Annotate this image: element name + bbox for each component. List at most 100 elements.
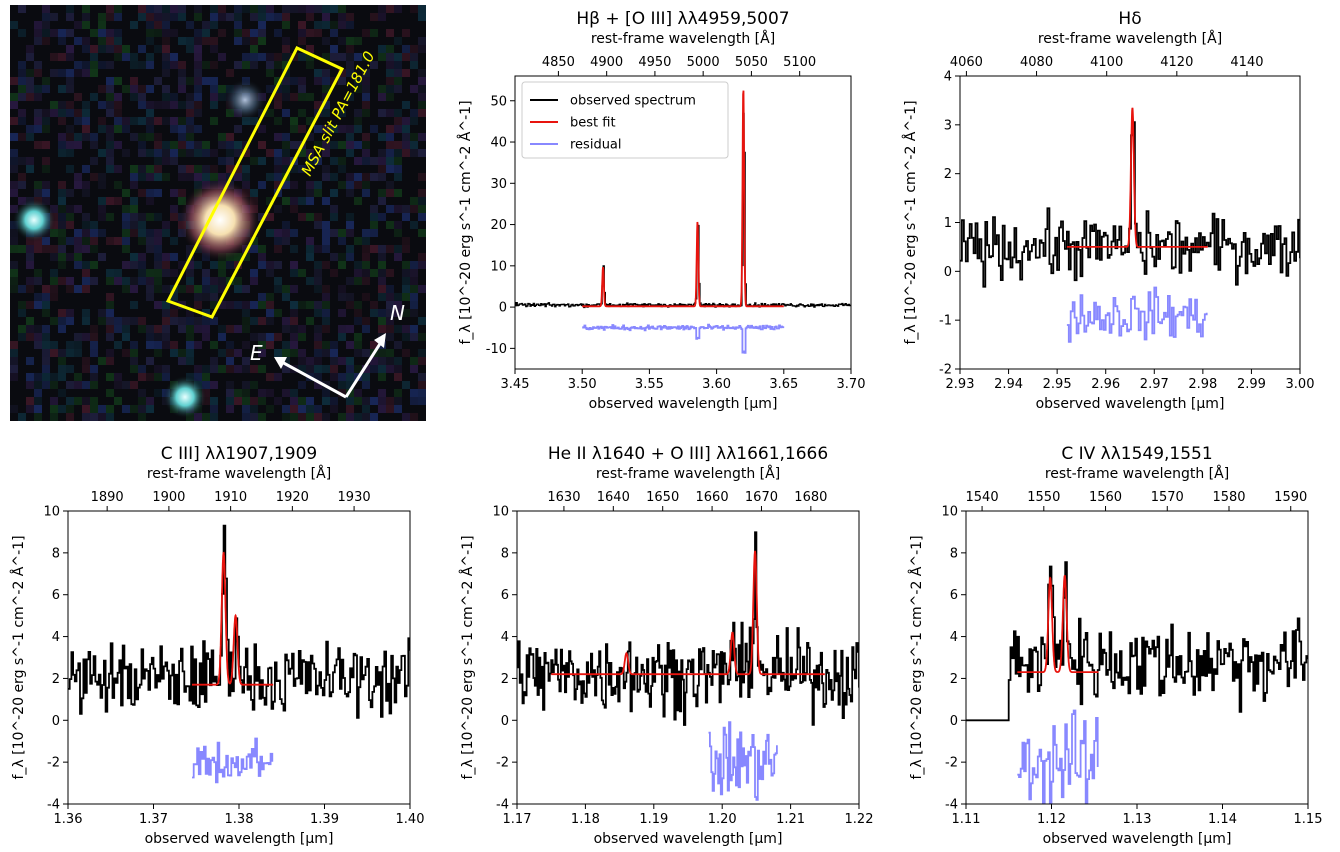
noise-pixel <box>210 5 218 13</box>
noise-pixel <box>242 5 250 13</box>
noise-pixel <box>138 237 146 245</box>
noise-pixel <box>98 213 106 221</box>
noise-pixel <box>290 165 298 173</box>
noise-pixel <box>10 365 18 373</box>
noise-pixel <box>226 133 234 141</box>
noise-pixel <box>322 69 330 77</box>
noise-pixel <box>186 277 194 285</box>
noise-pixel <box>146 245 154 253</box>
top-tick-label: 1660 <box>696 490 729 505</box>
noise-pixel <box>290 205 298 213</box>
noise-pixel <box>266 309 274 317</box>
noise-pixel <box>242 253 250 261</box>
noise-pixel <box>354 173 362 181</box>
y-tick-label: 1 <box>944 216 952 231</box>
noise-pixel <box>362 269 370 277</box>
noise-pixel <box>410 413 418 421</box>
noise-pixel <box>26 133 34 141</box>
noise-pixel <box>106 85 114 93</box>
noise-pixel <box>298 37 306 45</box>
noise-pixel <box>58 213 66 221</box>
noise-pixel <box>258 253 266 261</box>
noise-pixel <box>58 189 66 197</box>
noise-pixel <box>42 5 50 13</box>
noise-pixel <box>122 205 130 213</box>
noise-pixel <box>346 325 354 333</box>
noise-pixel <box>338 181 346 189</box>
y-tick-label: 4 <box>944 70 952 85</box>
noise-pixel <box>50 293 58 301</box>
noise-pixel <box>154 165 162 173</box>
noise-pixel <box>234 349 242 357</box>
noise-pixel <box>26 157 34 165</box>
noise-pixel <box>50 341 58 349</box>
noise-pixel <box>114 181 122 189</box>
noise-pixel <box>242 149 250 157</box>
noise-pixel <box>138 45 146 53</box>
noise-pixel <box>322 197 330 205</box>
noise-pixel <box>202 333 210 341</box>
noise-pixel <box>210 413 218 421</box>
noise-pixel <box>386 349 394 357</box>
noise-pixel <box>274 53 282 61</box>
top-tick-label: 1560 <box>1089 490 1122 505</box>
noise-pixel <box>98 229 106 237</box>
legend-box <box>521 81 729 159</box>
noise-pixel <box>114 29 122 37</box>
top-tick-label: 4900 <box>590 55 623 70</box>
noise-pixel <box>194 285 202 293</box>
noise-pixel <box>314 101 322 109</box>
noise-pixel <box>218 349 226 357</box>
noise-pixel <box>266 405 274 413</box>
noise-pixel <box>210 117 218 125</box>
noise-pixel <box>314 301 322 309</box>
noise-pixel <box>226 349 234 357</box>
noise-pixel <box>354 301 362 309</box>
noise-pixel <box>354 77 362 85</box>
noise-pixel <box>322 5 330 13</box>
noise-pixel <box>394 221 402 229</box>
noise-pixel <box>226 13 234 21</box>
noise-pixel <box>378 373 386 381</box>
noise-pixel <box>170 293 178 301</box>
noise-pixel <box>146 61 154 69</box>
noise-pixel <box>98 197 106 205</box>
noise-pixel <box>394 253 402 261</box>
noise-pixel <box>362 141 370 149</box>
noise-pixel <box>370 357 378 365</box>
compass-east-label: E <box>250 341 263 365</box>
noise-pixel <box>138 213 146 221</box>
noise-pixel <box>378 325 386 333</box>
noise-pixel <box>194 29 202 37</box>
legend-label: best fit <box>570 116 616 131</box>
noise-pixel <box>266 229 274 237</box>
noise-pixel <box>370 309 378 317</box>
noise-pixel <box>42 181 50 189</box>
noise-pixel <box>314 5 322 13</box>
noise-pixel <box>306 53 314 61</box>
noise-pixel <box>242 357 250 365</box>
noise-pixel <box>378 397 386 405</box>
noise-pixel <box>74 21 82 29</box>
noise-pixel <box>58 69 66 77</box>
noise-pixel <box>234 141 242 149</box>
noise-pixel <box>394 357 402 365</box>
x-tick-label: 1.36 <box>54 812 83 827</box>
noise-pixel <box>410 333 418 341</box>
noise-pixel <box>138 173 146 181</box>
noise-pixel <box>130 133 138 141</box>
noise-pixel <box>170 157 178 165</box>
msa-slit <box>165 46 345 319</box>
noise-pixel <box>130 77 138 85</box>
noise-pixel <box>322 317 330 325</box>
noise-pixel <box>130 221 138 229</box>
noise-pixel <box>386 285 394 293</box>
y-tick-label: 8 <box>501 546 509 561</box>
noise-pixel <box>306 253 314 261</box>
noise-pixel <box>306 5 314 13</box>
noise-pixel <box>138 261 146 269</box>
top-tick-label: 1920 <box>276 490 309 505</box>
noise-pixel <box>18 309 26 317</box>
noise-pixel <box>26 325 34 333</box>
noise-pixel <box>170 141 178 149</box>
